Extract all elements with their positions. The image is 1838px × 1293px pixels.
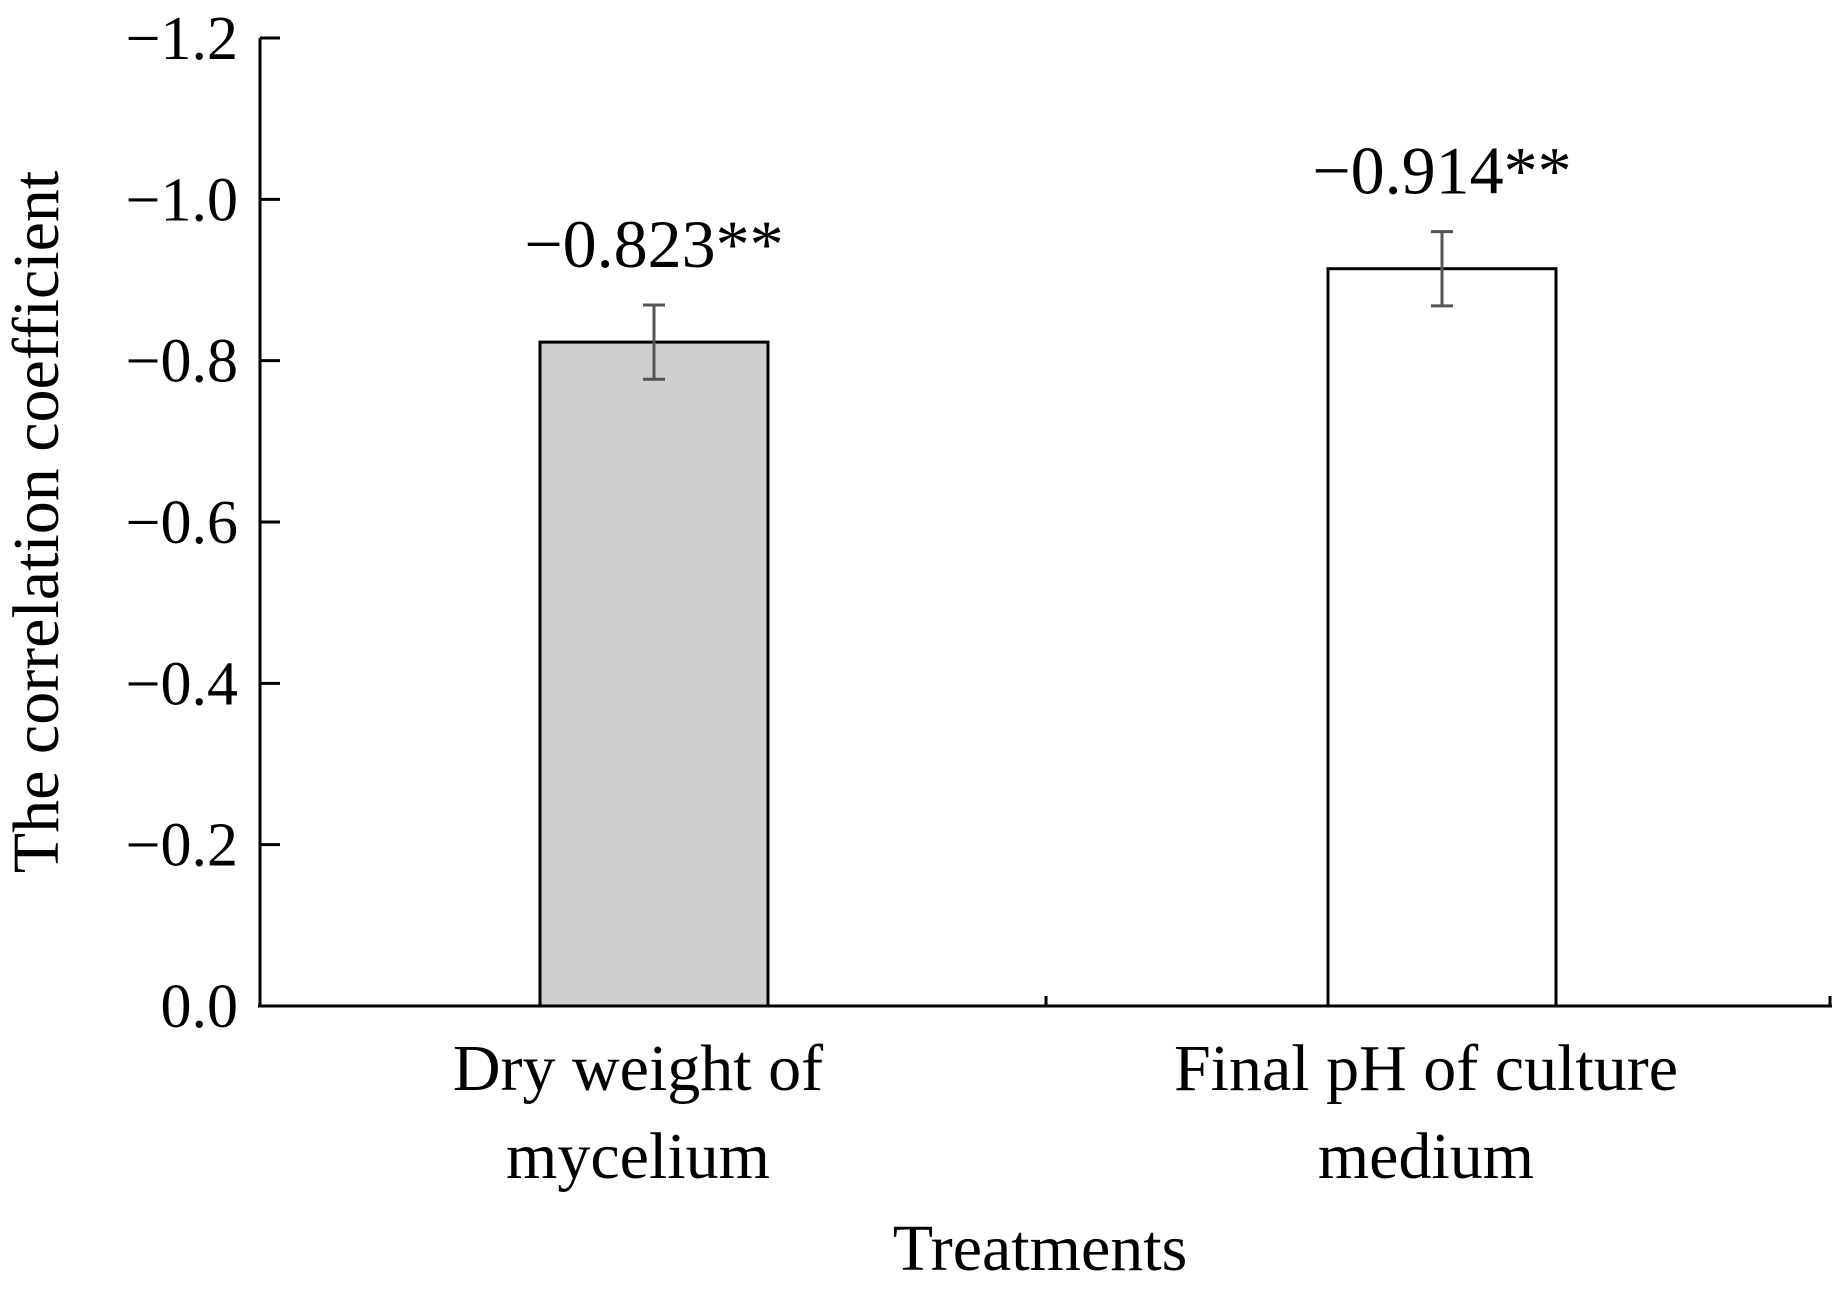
y-ticks: 0.0 −0.2 −0.4 −0.6 −0.8 −1.0 −1.2: [126, 5, 280, 1041]
y-tick-label: −0.2: [126, 812, 238, 880]
category-label: Dry weight of: [453, 1032, 823, 1105]
category-label: Final pH of culture: [1174, 1032, 1678, 1105]
data-label: −0.823**: [524, 206, 783, 282]
bar: [1326, 267, 1558, 1008]
y-axis-title: The correlation coefficient: [0, 171, 73, 873]
axes: [258, 38, 1832, 1008]
x-axis-title: Treatments: [893, 1212, 1188, 1285]
y-tick-label: −0.4: [126, 650, 238, 718]
category-label: medium: [1318, 1120, 1534, 1193]
bar: [538, 340, 770, 1008]
bars: −0.823** −0.914**: [524, 133, 1572, 1008]
y-tick-label: 0.0: [161, 973, 239, 1041]
y-tick-label: −0.8: [126, 328, 238, 396]
data-label: −0.914**: [1312, 133, 1571, 209]
y-tick-label: −1.2: [126, 5, 238, 73]
category-labels: Dry weight of mycelium Final pH of culture…: [453, 1032, 1678, 1193]
category-label: mycelium: [506, 1120, 770, 1193]
y-tick-label: −0.6: [126, 489, 238, 557]
y-tick-label: −1.0: [126, 166, 238, 234]
